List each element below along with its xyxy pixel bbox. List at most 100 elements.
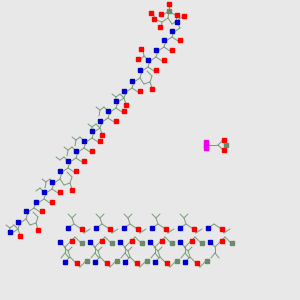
Bar: [159, 12, 163, 16]
Bar: [167, 2, 171, 6]
Bar: [88, 240, 92, 244]
Bar: [160, 239, 164, 243]
Bar: [204, 140, 208, 144]
Bar: [230, 241, 234, 245]
Bar: [135, 261, 139, 265]
Bar: [94, 226, 98, 230]
Bar: [205, 259, 209, 263]
Bar: [66, 159, 70, 163]
Bar: [106, 109, 110, 113]
Bar: [93, 260, 97, 264]
Bar: [108, 227, 112, 231]
Bar: [138, 68, 142, 72]
Bar: [110, 241, 114, 245]
Bar: [220, 227, 224, 231]
Bar: [114, 99, 118, 103]
Bar: [220, 239, 224, 243]
Bar: [136, 227, 140, 231]
Bar: [58, 240, 62, 244]
Bar: [178, 226, 182, 230]
Bar: [122, 89, 126, 93]
Bar: [190, 239, 194, 243]
Bar: [63, 260, 67, 264]
Bar: [175, 13, 179, 17]
Bar: [167, 9, 171, 13]
Bar: [105, 261, 109, 265]
Bar: [148, 240, 152, 244]
Bar: [90, 149, 94, 153]
Bar: [130, 239, 134, 243]
Bar: [178, 240, 182, 244]
Bar: [122, 109, 126, 113]
Bar: [100, 133, 104, 137]
Bar: [98, 119, 102, 123]
Bar: [154, 48, 158, 52]
Bar: [140, 241, 144, 245]
Bar: [222, 138, 226, 142]
Bar: [152, 17, 156, 21]
Bar: [149, 11, 153, 15]
Bar: [138, 89, 142, 93]
Bar: [42, 190, 46, 194]
Bar: [175, 20, 179, 24]
Bar: [195, 261, 199, 265]
Bar: [114, 119, 118, 123]
Bar: [50, 180, 54, 184]
Bar: [164, 227, 168, 231]
Bar: [80, 241, 84, 245]
Bar: [82, 159, 86, 163]
Bar: [206, 226, 210, 230]
Bar: [130, 79, 134, 83]
Bar: [182, 14, 186, 18]
Bar: [208, 240, 212, 244]
Bar: [222, 148, 226, 152]
Bar: [204, 146, 208, 150]
Bar: [24, 209, 28, 213]
Bar: [8, 230, 12, 234]
Bar: [124, 103, 128, 107]
Bar: [170, 29, 174, 33]
Bar: [70, 188, 74, 192]
Bar: [200, 241, 204, 245]
Bar: [178, 38, 182, 42]
Bar: [204, 143, 208, 147]
Bar: [162, 38, 166, 42]
Bar: [80, 227, 84, 231]
Bar: [165, 261, 169, 265]
Bar: [139, 47, 143, 51]
Bar: [58, 169, 62, 173]
Bar: [153, 260, 157, 264]
Bar: [170, 241, 174, 245]
Bar: [98, 139, 102, 143]
Bar: [66, 226, 70, 230]
Bar: [70, 239, 74, 243]
Bar: [175, 259, 179, 263]
Bar: [183, 260, 187, 264]
Bar: [146, 58, 150, 62]
Bar: [224, 143, 228, 147]
Bar: [100, 239, 104, 243]
Bar: [170, 48, 174, 52]
Bar: [74, 169, 78, 173]
Bar: [150, 226, 154, 230]
Bar: [34, 200, 38, 204]
Bar: [16, 220, 20, 224]
Bar: [85, 259, 89, 263]
Bar: [58, 190, 62, 194]
Bar: [158, 25, 162, 29]
Bar: [118, 240, 122, 244]
Bar: [154, 68, 158, 72]
Bar: [90, 129, 94, 133]
Bar: [75, 261, 79, 265]
Bar: [40, 209, 44, 213]
Bar: [18, 234, 22, 238]
Bar: [115, 259, 119, 263]
Bar: [150, 87, 154, 91]
Bar: [145, 259, 149, 263]
Bar: [123, 260, 127, 264]
Bar: [36, 228, 40, 232]
Bar: [122, 226, 126, 230]
Bar: [50, 200, 54, 204]
Bar: [136, 57, 140, 61]
Bar: [192, 227, 196, 231]
